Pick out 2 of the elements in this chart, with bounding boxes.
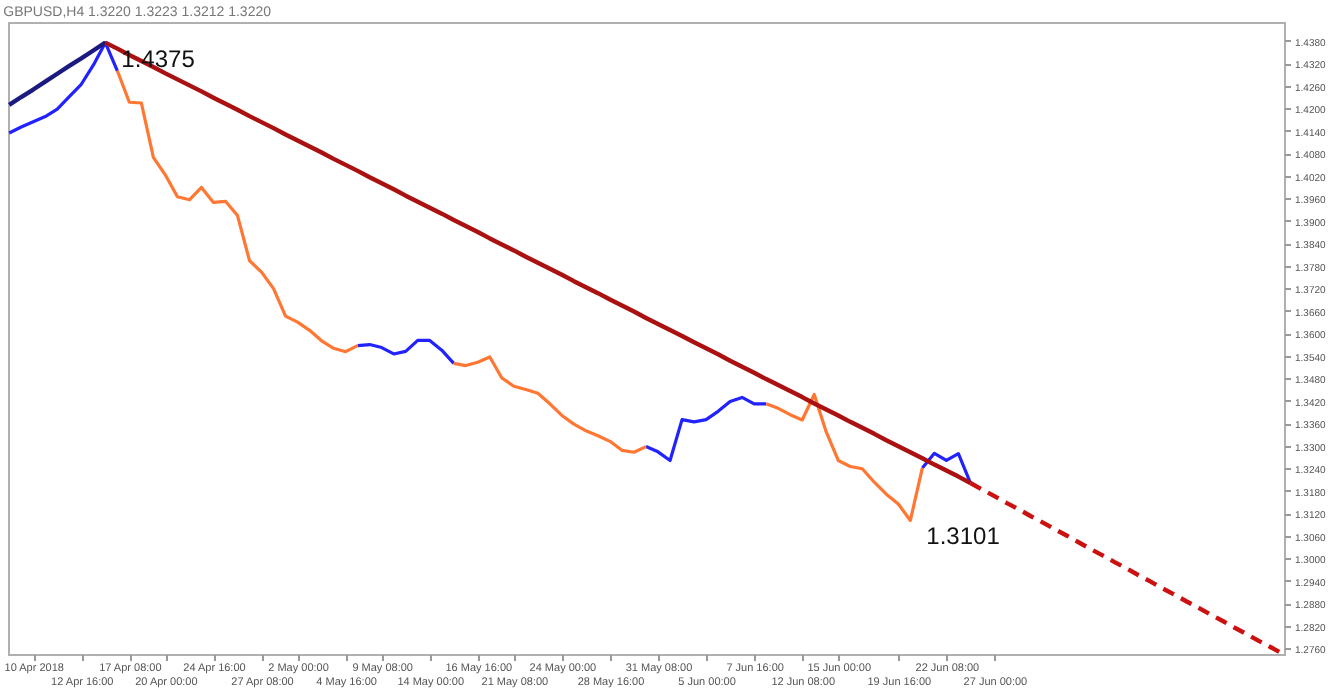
line-series bbox=[8, 40, 108, 108]
annotation: 1.3101 bbox=[926, 522, 1001, 551]
